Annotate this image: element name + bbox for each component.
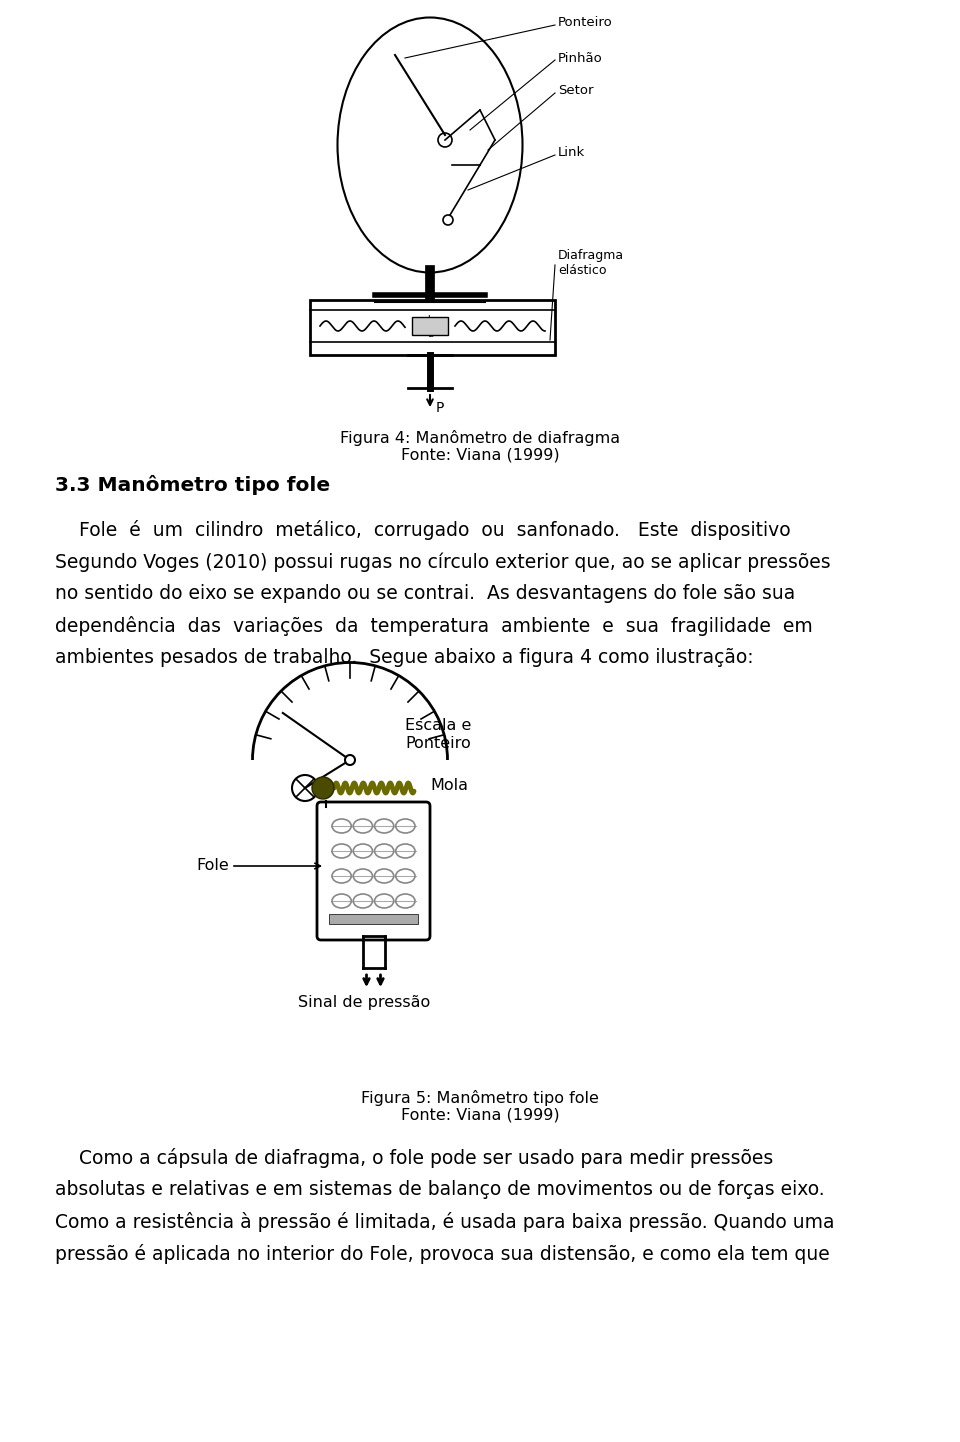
- Circle shape: [312, 777, 334, 799]
- Text: Ponteiro: Ponteiro: [558, 16, 612, 29]
- Bar: [329, 914, 418, 924]
- Circle shape: [345, 756, 355, 766]
- Text: no sentido do eixo se expando ou se contrai.  As desvantagens do fole são sua: no sentido do eixo se expando ou se cont…: [55, 584, 795, 603]
- Text: Setor: Setor: [558, 85, 593, 98]
- Text: Ponteiro: Ponteiro: [405, 735, 470, 751]
- Text: Fonte: Viana (1999): Fonte: Viana (1999): [400, 1107, 560, 1123]
- Text: Pinhão: Pinhão: [558, 52, 603, 65]
- Bar: [412, 317, 448, 335]
- Text: dependência  das  variações  da  temperatura  ambiente  e  sua  fragilidade  em: dependência das variações da temperatura…: [55, 616, 813, 636]
- Text: b: b: [427, 314, 433, 324]
- Text: Como a cápsula de diafragma, o fole pode ser usado para medir pressões: Como a cápsula de diafragma, o fole pode…: [55, 1148, 773, 1168]
- Text: Fole  é  um  cilindro  metálico,  corrugado  ou  sanfonado.   Este  dispositivo: Fole é um cilindro metálico, corrugado o…: [55, 521, 791, 539]
- Text: pressão é aplicada no interior do Fole, provoca sua distensão, e como ela tem qu: pressão é aplicada no interior do Fole, …: [55, 1244, 829, 1265]
- Text: Figura 4: Manômetro de diafragma: Figura 4: Manômetro de diafragma: [340, 430, 620, 446]
- Text: a: a: [427, 329, 433, 339]
- Text: Segundo Voges (2010) possui rugas no círculo exterior que, ao se aplicar pressõe: Segundo Voges (2010) possui rugas no cír…: [55, 552, 830, 571]
- Text: Figura 5: Manômetro tipo fole: Figura 5: Manômetro tipo fole: [361, 1090, 599, 1106]
- Text: 3.3 Manômetro tipo fole: 3.3 Manômetro tipo fole: [55, 474, 330, 495]
- Text: Escala e: Escala e: [405, 718, 471, 733]
- Text: Fole: Fole: [196, 858, 229, 874]
- Text: ambientes pesados de trabalho.  Segue abaixo a figura 4 como ilustração:: ambientes pesados de trabalho. Segue aba…: [55, 647, 754, 668]
- Text: absolutas e relativas e em sistemas de balanço de movimentos ou de forças eixo.: absolutas e relativas e em sistemas de b…: [55, 1180, 825, 1198]
- Text: Diafragma
elástico: Diafragma elástico: [558, 248, 624, 277]
- Text: Como a resistência à pressão é limitada, é usada para baixa pressão. Quando uma: Como a resistência à pressão é limitada,…: [55, 1211, 834, 1231]
- Bar: [310, 300, 555, 355]
- Text: Mola: Mola: [430, 779, 468, 793]
- Text: Link: Link: [558, 147, 586, 160]
- FancyBboxPatch shape: [317, 802, 430, 940]
- Text: Fonte: Viana (1999): Fonte: Viana (1999): [400, 448, 560, 463]
- Text: Sinal de pressão: Sinal de pressão: [299, 995, 431, 1009]
- Text: P: P: [436, 401, 444, 415]
